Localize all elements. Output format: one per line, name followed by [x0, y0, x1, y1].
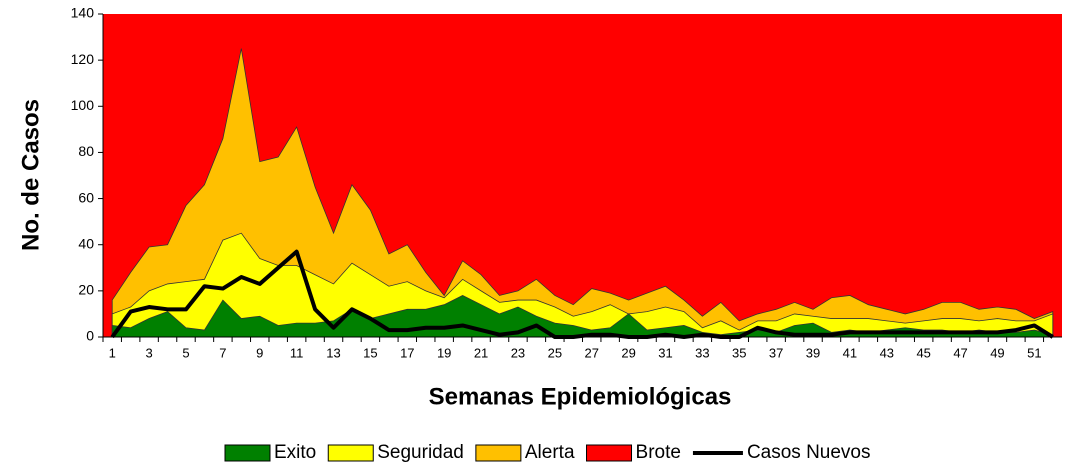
line	[110, 249, 1054, 339]
legend-swatch	[475, 444, 522, 462]
x-tick-label: 29	[621, 345, 635, 360]
x-tick-label: 7	[219, 345, 226, 360]
x-tick-label: 21	[474, 345, 488, 360]
y-tick-label: 0	[86, 328, 94, 344]
x-tick-label: 13	[326, 345, 340, 360]
x-tick-label: 23	[511, 345, 525, 360]
x-tick-label: 41	[843, 345, 857, 360]
y-tick-label: 40	[78, 235, 94, 251]
x-tick-label: 5	[182, 345, 189, 360]
x-tick-label: 39	[806, 345, 820, 360]
area	[111, 232, 1054, 338]
y-tick-label: 60	[78, 189, 94, 205]
area	[111, 295, 1054, 338]
y-tick-label: 80	[78, 143, 94, 159]
x-tick-label: 9	[256, 345, 263, 360]
x-tick-label: 19	[437, 345, 451, 360]
x-axis-title: Semanas Epidemiológicas	[429, 383, 732, 410]
area	[111, 48, 1054, 338]
legend-label: Casos Nuevos	[747, 442, 871, 463]
x-tick-label: 17	[400, 345, 414, 360]
x-tick-label: 43	[880, 345, 894, 360]
x-tick-label: 31	[658, 345, 672, 360]
x-tick-label: 51	[1027, 345, 1041, 360]
y-tick-label: 140	[71, 5, 95, 21]
x-tick-label: 35	[732, 345, 746, 360]
x-tick-label: 47	[953, 345, 967, 360]
x-tick-label: 15	[363, 345, 377, 360]
legend-swatch	[224, 444, 271, 462]
legend-swatch	[586, 444, 633, 462]
x-tick-label: 49	[990, 345, 1004, 360]
legend-label: Brote	[636, 442, 681, 463]
legend-swatch	[327, 444, 374, 462]
x-tick-label: 27	[584, 345, 598, 360]
x-tick-label: 1	[109, 345, 116, 360]
legend-label: Alerta	[525, 442, 575, 463]
y-tick-label: 20	[78, 282, 94, 298]
x-tick-label: 3	[145, 345, 152, 360]
y-tick-label: 100	[71, 97, 95, 113]
y-tick-label: 120	[71, 51, 95, 67]
x-tick-label: 11	[290, 345, 304, 360]
legend-label: Seguridad	[377, 442, 464, 463]
y-axis-title: No. de Casos	[17, 99, 44, 251]
x-tick-label: 45	[916, 345, 930, 360]
x-tick-label: 33	[695, 345, 709, 360]
legend-label: Exito	[274, 442, 316, 463]
x-tick-label: 25	[548, 345, 562, 360]
x-tick-label: 37	[769, 345, 783, 360]
